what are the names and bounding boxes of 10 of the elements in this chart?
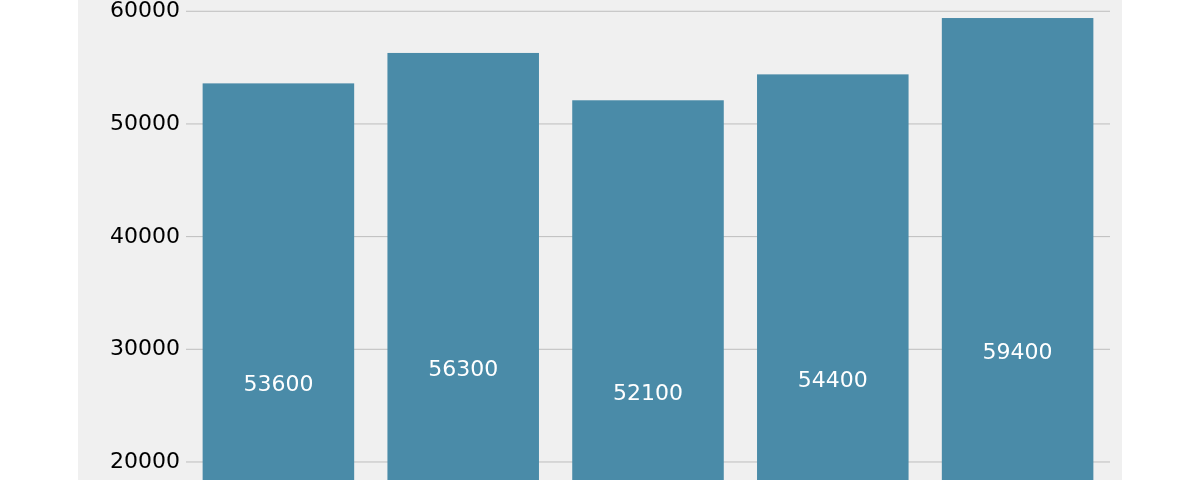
y-tick-label: 60000 [110, 0, 180, 23]
y-tick-label: 50000 [110, 109, 180, 135]
data-label: 56300 [428, 356, 499, 382]
y-tick-label: 20000 [110, 447, 180, 473]
data-label: 54400 [797, 366, 868, 392]
data-label: 53600 [243, 371, 314, 397]
y-tick-label: 40000 [110, 222, 180, 248]
y-tick-label: 30000 [110, 335, 180, 361]
data-label: 52100 [613, 379, 683, 405]
data-label: 59400 [982, 338, 1053, 364]
